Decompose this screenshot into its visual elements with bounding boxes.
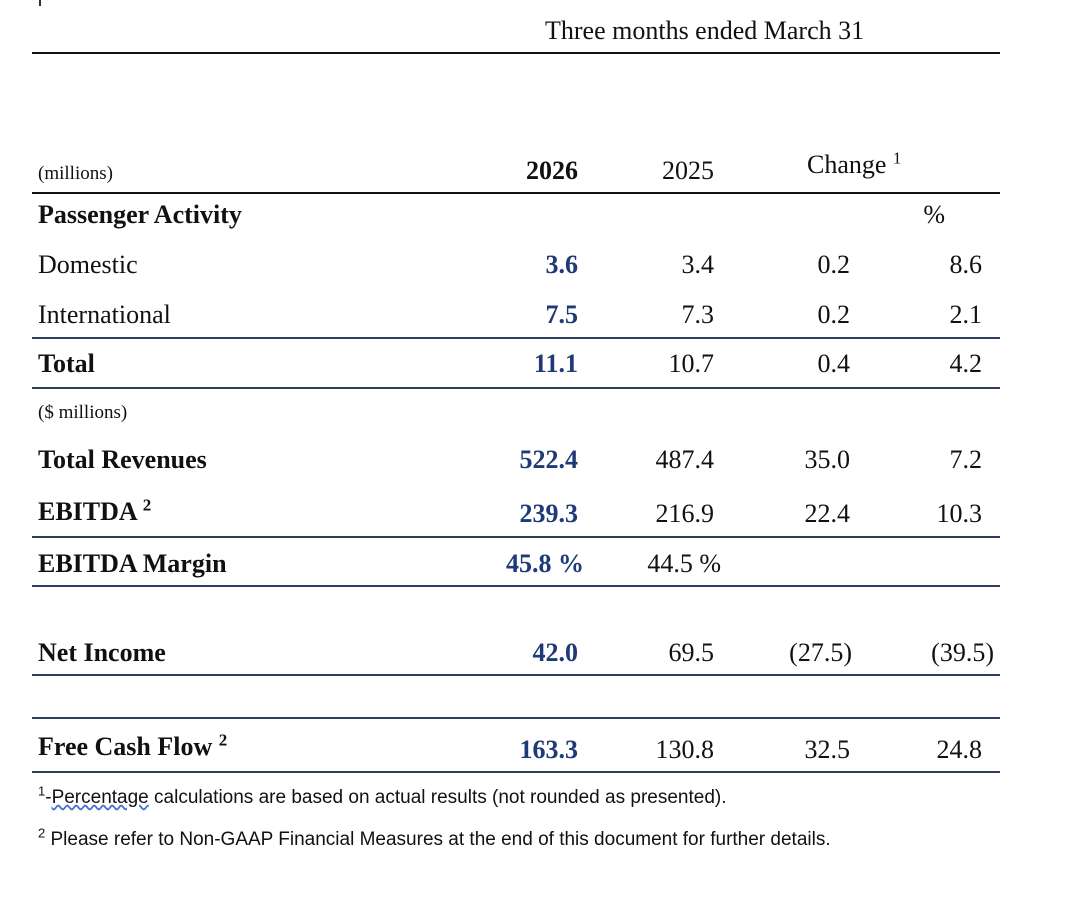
fcf-pct: 24.8	[936, 735, 983, 764]
col-header-change: Change 1	[807, 148, 902, 180]
ebitda-rule	[32, 536, 1000, 538]
column-header-rule	[32, 192, 1000, 194]
ebitda-margin-2026: 45.8 %	[506, 549, 584, 578]
international-2025: 7.3	[681, 300, 715, 329]
change-label: Change	[807, 150, 887, 179]
total-2026: 11.1	[533, 349, 578, 378]
footnote-1-word: Percentage	[51, 787, 149, 808]
net-income-2026: 42.0	[532, 638, 579, 667]
fcf-top-rule	[32, 717, 1000, 719]
change-footnote-ref: 1	[892, 148, 902, 168]
domestic-pct: 8.6	[949, 250, 983, 279]
domestic-change: 0.2	[817, 250, 851, 279]
row-label-domestic: Domestic	[38, 250, 138, 279]
row-label-free-cash-flow: Free Cash Flow 2	[38, 730, 228, 762]
financial-units-label: ($ millions)	[38, 402, 128, 423]
ebitda-footnote-ref: 2	[142, 495, 152, 515]
ebitda-margin-rule	[32, 585, 1000, 587]
col-header-2025: 2025	[662, 156, 714, 185]
total-change: 0.4	[817, 349, 851, 378]
footnote-2-text: Please refer to Non-GAAP Financial Measu…	[45, 829, 831, 850]
row-label-total: Total	[38, 349, 95, 378]
footnote-2: 2 Please refer to Non-GAAP Financial Mea…	[38, 825, 831, 851]
fcf-change: 32.5	[804, 735, 851, 764]
domestic-2025: 3.4	[681, 250, 715, 279]
revenues-pct: 7.2	[949, 445, 983, 474]
footnote-1-dash: -	[45, 787, 52, 808]
revenues-change: 35.0	[804, 445, 851, 474]
section-passenger-activity: Passenger Activity	[38, 200, 242, 229]
net-income-rule	[32, 674, 1000, 676]
total-rule	[32, 387, 1000, 389]
domestic-2026: 3.6	[545, 250, 579, 279]
fcf-2025: 130.8	[655, 735, 715, 764]
row-label-international: International	[38, 300, 171, 329]
international-pct: 2.1	[949, 300, 983, 329]
ebitda-2026: 239.3	[519, 499, 579, 528]
net-income-change: (27.5)	[789, 638, 852, 667]
footnote-1-text: calculations are based on actual results…	[148, 787, 727, 808]
net-income-2025: 69.5	[668, 638, 715, 667]
period-heading: Three months ended March 31	[545, 16, 865, 45]
ebitda-2025: 216.9	[655, 499, 715, 528]
ebitda-change: 22.4	[804, 499, 851, 528]
row-label-ebitda-margin: EBITDA Margin	[38, 549, 227, 578]
fcf-label: Free Cash Flow	[38, 732, 213, 761]
revenues-2025: 487.4	[655, 445, 715, 474]
col-header-2026: 2026	[526, 156, 578, 185]
units-label: (millions)	[38, 163, 113, 184]
footnote-2-marker: 2	[38, 825, 46, 841]
total-2025: 10.7	[668, 349, 715, 378]
ebitda-margin-2025: 44.5 %	[647, 549, 721, 578]
ebitda-label: EBITDA	[38, 497, 137, 526]
corner-mark	[39, 0, 41, 6]
footnote-1: 1-Percentage calculations are based on a…	[38, 783, 727, 809]
subtotal-rule	[32, 337, 1000, 339]
international-2026: 7.5	[545, 300, 579, 329]
fcf-bottom-rule	[32, 771, 1000, 773]
row-label-net-income: Net Income	[38, 638, 166, 667]
row-label-ebitda: EBITDA 2	[38, 495, 152, 527]
total-pct: 4.2	[949, 349, 983, 378]
header-rule	[32, 52, 1000, 54]
revenues-2026: 522.4	[519, 445, 579, 474]
net-income-pct: (39.5)	[931, 638, 994, 667]
footnote-1-marker: 1	[38, 783, 46, 799]
ebitda-pct: 10.3	[936, 499, 983, 528]
fcf-2026: 163.3	[519, 735, 579, 764]
pct-header: %	[923, 200, 945, 229]
fcf-footnote-ref: 2	[218, 730, 228, 750]
international-change: 0.2	[817, 300, 851, 329]
row-label-total-revenues: Total Revenues	[38, 445, 207, 474]
